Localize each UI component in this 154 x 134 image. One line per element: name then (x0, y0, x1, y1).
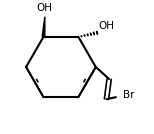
Polygon shape (42, 17, 45, 37)
Text: OH: OH (37, 3, 53, 13)
Text: Br: Br (123, 90, 134, 100)
Text: OH: OH (98, 21, 114, 31)
